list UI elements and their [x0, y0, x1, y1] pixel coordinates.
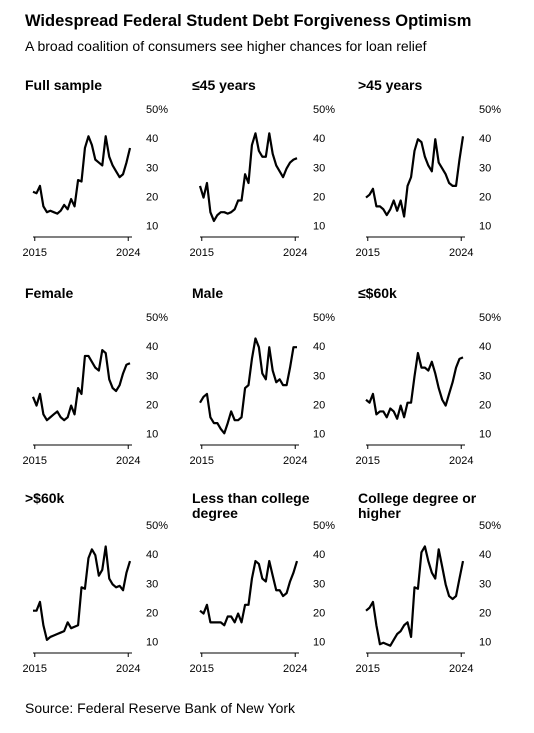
x-tick-label: 2024: [449, 455, 473, 467]
y-tick-label: 40: [313, 549, 325, 561]
y-tick-label: 50%: [313, 312, 335, 324]
panel-chart: 10 20 30 40 50% 2015 2024: [356, 520, 502, 675]
y-tick-label: 10: [479, 637, 491, 649]
panel-chart: 10 20 30 40 50% 2015 2024: [356, 104, 502, 259]
source: Source: Federal Reserve Bank of New York: [25, 700, 296, 716]
data-line: [365, 351, 464, 420]
y-tick-label: 30: [146, 162, 158, 174]
y-tick-label: 40: [146, 133, 158, 145]
y-tick-label: 10: [146, 429, 158, 441]
x-tick-label: 2024: [449, 663, 473, 675]
data-line: [33, 545, 132, 641]
y-tick-label: 50%: [146, 520, 168, 532]
panel-title: Full sample: [25, 77, 103, 93]
x-tick-label: 2024: [116, 663, 140, 675]
x-tick-label: 2015: [190, 663, 214, 675]
y-tick-label: 20: [479, 607, 491, 619]
data-line: [199, 337, 297, 435]
data-line: [31, 349, 131, 422]
y-tick-label: 40: [479, 133, 491, 145]
data-line: [199, 559, 299, 627]
y-tick-label: 50%: [146, 104, 168, 116]
x-tick-label: 2024: [283, 663, 307, 675]
y-tick-label: 40: [479, 341, 491, 353]
y-tick-label: 30: [479, 578, 491, 590]
panel-title: Less than college degree: [192, 490, 310, 521]
panel-title: College degree or higher: [358, 490, 477, 521]
y-tick-label: 10: [146, 221, 158, 233]
x-tick-label: 2024: [283, 455, 307, 467]
y-tick-label: 50%: [146, 312, 168, 324]
y-tick-label: 10: [313, 637, 325, 649]
data-line: [32, 135, 132, 215]
x-tick-label: 2024: [449, 247, 473, 259]
y-tick-label: 10: [479, 429, 491, 441]
panel-chart: 10 20 30 40 50% 2015 2024: [23, 104, 169, 259]
x-tick-label: 2015: [190, 455, 214, 467]
y-tick-label: 40: [313, 133, 325, 145]
x-tick-label: 2015: [356, 455, 380, 467]
data-line: [365, 136, 465, 218]
y-tick-label: 30: [313, 370, 325, 382]
x-tick-label: 2015: [356, 663, 380, 675]
y-tick-label: 10: [313, 429, 325, 441]
x-tick-label: 2024: [116, 247, 140, 259]
y-tick-label: 10: [479, 221, 491, 233]
x-tick-label: 2015: [23, 247, 47, 259]
y-tick-label: 30: [479, 162, 491, 174]
x-tick-label: 2015: [356, 247, 380, 259]
panel-chart: 10 20 30 40 50% 2015 2024: [23, 520, 169, 675]
x-tick-label: 2024: [116, 455, 140, 467]
x-tick-label: 2024: [283, 247, 307, 259]
y-tick-label: 20: [146, 607, 158, 619]
y-tick-label: 20: [479, 191, 491, 203]
y-tick-label: 10: [313, 221, 325, 233]
data-line: [198, 132, 298, 223]
title: Widespread Federal Student Debt Forgiven…: [25, 12, 472, 30]
data-line: [365, 545, 465, 647]
y-tick-label: 20: [313, 191, 325, 203]
y-tick-label: 30: [146, 370, 158, 382]
panel-chart: 10 20 30 40 50% 2015 2024: [190, 520, 336, 675]
y-tick-label: 30: [479, 370, 491, 382]
panel-title: >45 years: [358, 77, 423, 93]
x-tick-label: 2015: [23, 455, 47, 467]
y-tick-label: 40: [146, 549, 158, 561]
y-tick-label: 50%: [313, 104, 335, 116]
y-tick-label: 20: [313, 399, 325, 411]
y-tick-label: 10: [146, 637, 158, 649]
panel-chart: 10 20 30 40 50% 2015 2024: [23, 312, 169, 467]
panel-title: ≤$60k: [358, 285, 397, 301]
y-tick-label: 20: [313, 607, 325, 619]
x-tick-label: 2015: [190, 247, 214, 259]
y-tick-label: 50%: [479, 312, 501, 324]
y-tick-label: 30: [146, 578, 158, 590]
y-tick-label: 30: [313, 578, 325, 590]
panel-title: Male: [192, 285, 224, 301]
panel-chart: 10 20 30 40 50% 2015 2024: [356, 312, 502, 467]
y-tick-label: 30: [313, 162, 325, 174]
panel-title: Female: [25, 285, 74, 301]
panel-chart: 10 20 30 40 50% 2015 2024: [190, 104, 336, 259]
y-tick-label: 20: [146, 399, 158, 411]
panel-chart: 10 20 30 40 50% 2015 2024: [190, 312, 336, 467]
panel-title: ≤45 years: [192, 77, 256, 93]
subtitle: A broad coalition of consumers see highe…: [25, 38, 427, 54]
panel-title: >$60k: [25, 490, 65, 506]
y-tick-label: 20: [146, 191, 158, 203]
y-tick-label: 20: [479, 399, 491, 411]
x-tick-label: 2015: [23, 663, 47, 675]
y-tick-label: 40: [146, 341, 158, 353]
y-tick-label: 50%: [479, 104, 501, 116]
y-tick-label: 50%: [479, 520, 501, 532]
y-tick-label: 40: [479, 549, 491, 561]
y-tick-label: 50%: [313, 520, 335, 532]
y-tick-label: 40: [313, 341, 325, 353]
